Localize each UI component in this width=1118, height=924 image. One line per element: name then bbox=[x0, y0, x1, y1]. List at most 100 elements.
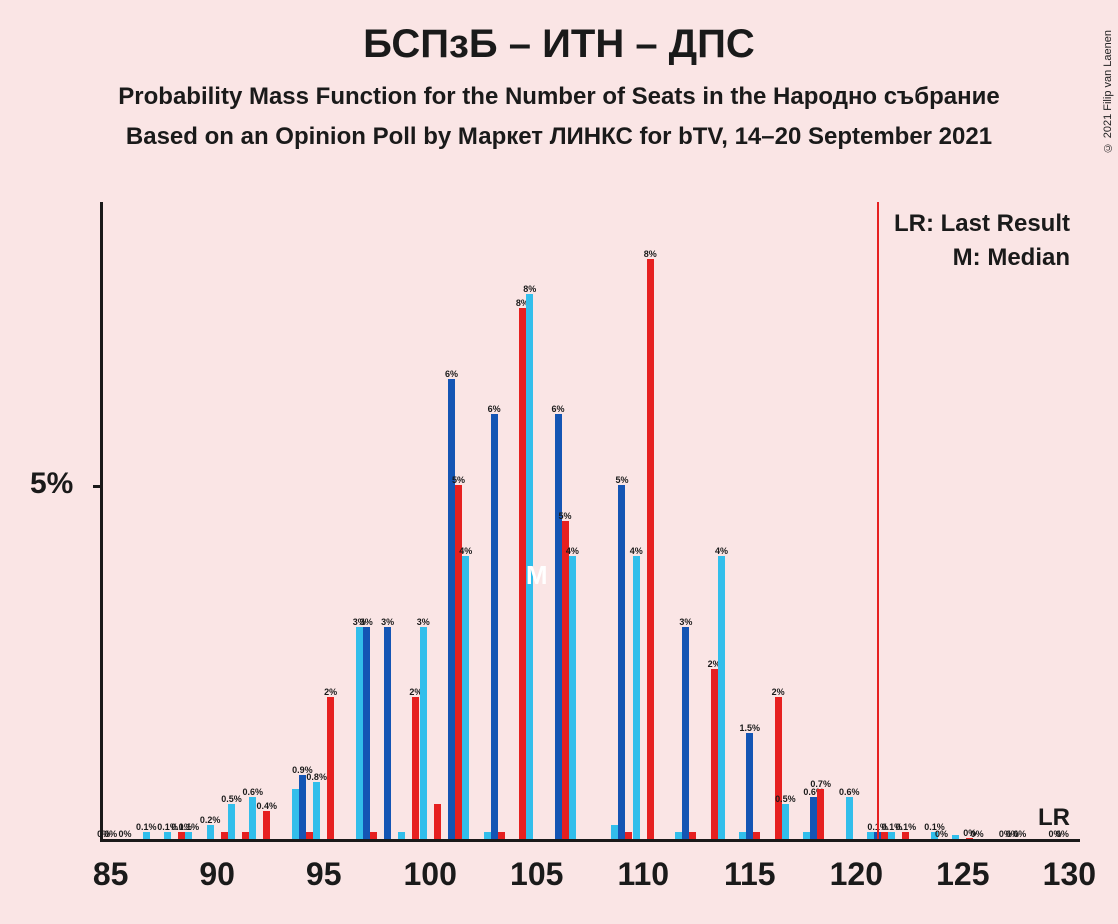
bar: 2% bbox=[412, 697, 419, 839]
bar bbox=[306, 832, 313, 839]
y-axis bbox=[100, 202, 103, 842]
bar-value-label: 6% bbox=[445, 369, 458, 379]
bar-value-label: 0.8% bbox=[306, 772, 327, 782]
bar bbox=[221, 832, 228, 839]
bar-value-label: 4% bbox=[459, 546, 472, 556]
bar-value-label: 2% bbox=[324, 687, 337, 697]
x-tick-label: 85 bbox=[93, 856, 129, 893]
x-tick-label: 100 bbox=[404, 856, 457, 893]
legend-median: M: Median bbox=[953, 244, 1070, 272]
bar: 0.6% bbox=[810, 797, 817, 839]
x-tick-label: 105 bbox=[510, 856, 563, 893]
bar: 6% bbox=[555, 414, 562, 839]
bar-value-label: 0.5% bbox=[775, 794, 796, 804]
bar bbox=[952, 835, 959, 839]
x-tick-label: 130 bbox=[1043, 856, 1096, 893]
bar bbox=[242, 832, 249, 839]
bar: 0.9% bbox=[299, 775, 306, 839]
bar bbox=[689, 832, 696, 839]
bar bbox=[675, 832, 682, 839]
bar-value-label: 0% bbox=[1013, 829, 1026, 839]
bar-value-label: 0% bbox=[971, 829, 984, 839]
bar bbox=[867, 832, 874, 839]
x-tick-label: 115 bbox=[724, 856, 776, 893]
bar-value-label: 3% bbox=[417, 617, 430, 627]
bar bbox=[498, 832, 505, 839]
bar-value-label: 0.1% bbox=[179, 822, 200, 832]
bar-value-label: 3% bbox=[381, 617, 394, 627]
last-result-line bbox=[877, 202, 879, 839]
bar-value-label: 8% bbox=[523, 284, 536, 294]
bar: 0.1% bbox=[902, 832, 909, 839]
bar: 2% bbox=[711, 669, 718, 839]
bar-value-label: 6% bbox=[488, 404, 501, 414]
bar: 5% bbox=[618, 485, 625, 839]
bar bbox=[484, 832, 491, 839]
bar bbox=[625, 832, 632, 839]
bar-value-label: 4% bbox=[715, 546, 728, 556]
bar: 3% bbox=[682, 627, 689, 839]
x-tick-label: 120 bbox=[830, 856, 883, 893]
bar: 0.1% bbox=[888, 832, 895, 839]
bar: 0.1% bbox=[164, 832, 171, 839]
bar: 2% bbox=[327, 697, 334, 839]
copyright-notice: © 2021 Filip van Laenen bbox=[1102, 30, 1114, 153]
bar: 4% bbox=[462, 556, 469, 839]
bar: 5% bbox=[562, 521, 569, 840]
bar-value-label: 0.1% bbox=[136, 822, 157, 832]
bar: 0.1% bbox=[143, 832, 150, 839]
bar: 6% bbox=[448, 379, 455, 839]
bar-value-label: 4% bbox=[566, 546, 579, 556]
bar-value-label: 0.6% bbox=[839, 787, 860, 797]
bar bbox=[803, 832, 810, 839]
bar-value-label: 5% bbox=[615, 475, 628, 485]
bar: 0.4% bbox=[263, 811, 270, 839]
x-tick-label: 110 bbox=[617, 856, 669, 893]
bar: 3% bbox=[363, 627, 370, 839]
y-tick-label: 5% bbox=[30, 467, 73, 501]
bar: 0.1% bbox=[178, 832, 185, 839]
bar: 3% bbox=[384, 627, 391, 839]
page-title: БСПзБ – ИТН – ДПС bbox=[0, 22, 1118, 67]
bar: 4% bbox=[569, 556, 576, 839]
bar-value-label: 0.4% bbox=[257, 801, 278, 811]
bar-value-label: 2% bbox=[772, 687, 785, 697]
x-axis bbox=[100, 839, 1080, 842]
bar: 8% bbox=[647, 259, 654, 839]
bar bbox=[881, 832, 888, 839]
bar-value-label: 8% bbox=[644, 249, 657, 259]
bar-value-label: 5% bbox=[452, 475, 465, 485]
bar: 5% bbox=[455, 485, 462, 839]
last-result-axis-label: LR bbox=[1038, 804, 1070, 832]
subtitle-2: Based on an Opinion Poll by Маркет ЛИНКС… bbox=[0, 123, 1118, 151]
bar-value-label: 0.7% bbox=[810, 779, 831, 789]
bar bbox=[398, 832, 405, 839]
bar: 3% bbox=[356, 627, 363, 839]
bar-value-label: 0.5% bbox=[221, 794, 242, 804]
bar bbox=[611, 825, 618, 839]
legend-last-result: LR: Last Result bbox=[894, 210, 1070, 238]
bar: 0.2% bbox=[207, 825, 214, 839]
median-marker: M bbox=[526, 560, 548, 591]
x-tick-label: 90 bbox=[199, 856, 235, 893]
bar-value-label: 0.2% bbox=[200, 815, 221, 825]
bar-value-label: 0.6% bbox=[243, 787, 264, 797]
bar bbox=[739, 832, 746, 839]
bar bbox=[434, 804, 441, 839]
bar-value-label: 4% bbox=[630, 546, 643, 556]
bar: 0.6% bbox=[249, 797, 256, 839]
bar: 4% bbox=[633, 556, 640, 839]
pmf-bar-chart: 5% 0%0%0%0.1%0.1%0.1%0.1%0.2%0.5%0.6%0.4… bbox=[100, 202, 1080, 842]
bar-value-label: 3% bbox=[679, 617, 692, 627]
x-tick-label: 95 bbox=[306, 856, 342, 893]
bar: 6% bbox=[491, 414, 498, 839]
bar: 0.5% bbox=[228, 804, 235, 839]
bar-value-label: 0% bbox=[118, 829, 131, 839]
bar-value-label: 0% bbox=[935, 829, 948, 839]
x-tick-label: 125 bbox=[936, 856, 989, 893]
bar: 0.7% bbox=[817, 789, 824, 839]
bar: 0.5% bbox=[782, 804, 789, 839]
subtitle-1: Probability Mass Function for the Number… bbox=[0, 83, 1118, 111]
bar-value-label: 5% bbox=[559, 511, 572, 521]
bar bbox=[292, 789, 299, 839]
